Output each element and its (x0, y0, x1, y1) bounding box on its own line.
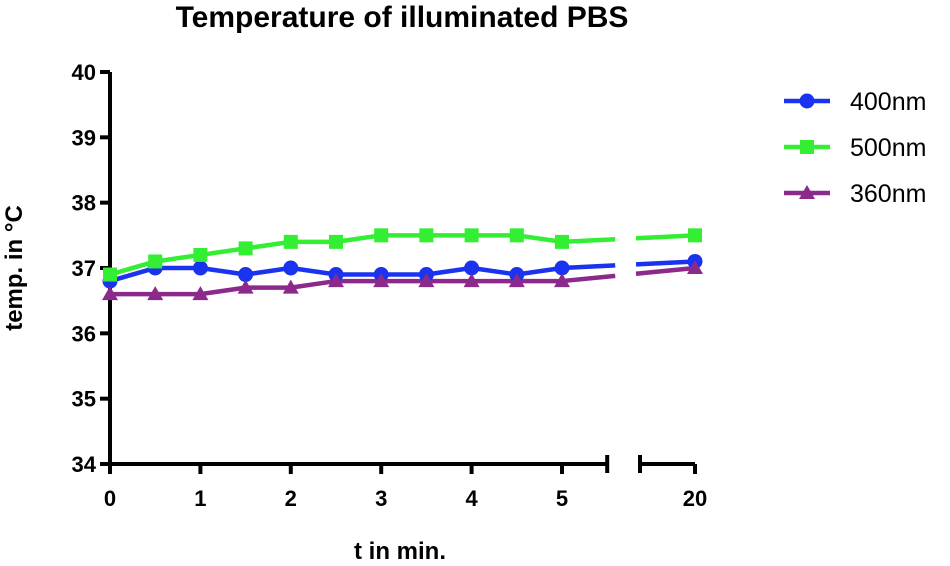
series-line-400nm (109, 263, 616, 284)
data-point-360nm (192, 286, 209, 301)
x-tick-label: 4 (465, 486, 478, 511)
x-tick-label: 2 (285, 486, 297, 511)
legend: 400nm 500nm 360nm (784, 88, 926, 208)
data-point-360nm (102, 286, 118, 301)
series-line-360nm (110, 273, 616, 297)
legend-marker-500nm (800, 140, 814, 154)
legend-label-400nm: 400nm (850, 88, 926, 116)
legend-marker-360nm (799, 185, 815, 199)
series-line-500nm (109, 233, 616, 277)
data-point-500nm (148, 254, 163, 269)
x-tick-label: 0 (104, 486, 116, 511)
data-point-500nm (419, 228, 434, 243)
chart-title: Temperature of illuminated PBS (176, 1, 629, 34)
data-point-500nm (103, 267, 117, 282)
data-point-400nm (283, 260, 299, 276)
x-tick-label: 1 (194, 486, 206, 511)
x-tick-label: 20 (683, 486, 707, 511)
y-tick-label: 39 (72, 125, 96, 150)
y-tick-label: 35 (72, 387, 96, 412)
y-ticks: 34 35 36 37 38 39 40 (72, 60, 110, 477)
data-point-360nm (237, 279, 254, 294)
legend-label-500nm: 500nm (850, 134, 926, 162)
data-point-500nm (555, 234, 569, 249)
data-point-500nm (329, 234, 343, 249)
data-point-360nm (687, 260, 703, 274)
data-point-400nm (238, 267, 254, 283)
series-points (102, 228, 703, 301)
data-point-360nm (463, 273, 480, 288)
data-point-360nm (554, 273, 570, 288)
data-point-400nm (554, 260, 570, 276)
data-point-360nm (147, 286, 164, 301)
data-point-500nm (283, 234, 298, 249)
data-point-360nm (373, 273, 390, 288)
data-point-360nm (418, 273, 435, 288)
y-tick-label: 40 (72, 60, 96, 85)
y-axis-label: temp. in °C (1, 205, 28, 331)
series-line-360nm-after-break (635, 265, 696, 277)
series-line-500nm-after-break (635, 233, 696, 241)
data-point-360nm (508, 273, 525, 288)
y-tick-label: 38 (72, 191, 96, 216)
y-tick-label: 36 (72, 321, 96, 346)
y-tick-label: 34 (72, 452, 97, 477)
data-point-500nm (688, 228, 702, 243)
data-point-360nm (282, 279, 299, 294)
data-point-500nm (464, 228, 479, 243)
x-axis-label: t in min. (354, 538, 446, 565)
series-lines (109, 233, 696, 297)
data-point-500nm (374, 228, 389, 243)
x-tick-label: 5 (556, 486, 568, 511)
data-point-500nm (238, 241, 253, 256)
y-tick-label: 37 (72, 256, 96, 281)
data-point-400nm (464, 260, 480, 276)
series-line-400nm-after-break (635, 259, 696, 267)
data-point-500nm (509, 228, 524, 243)
data-point-400nm (192, 260, 208, 276)
data-point-500nm (193, 247, 208, 262)
legend-label-360nm: 360nm (850, 180, 926, 208)
data-point-360nm (328, 273, 344, 288)
legend-marker-400nm (799, 93, 815, 109)
x-ticks: 0 1 2 3 4 5 20 (104, 464, 707, 511)
x-tick-label: 3 (375, 486, 387, 511)
